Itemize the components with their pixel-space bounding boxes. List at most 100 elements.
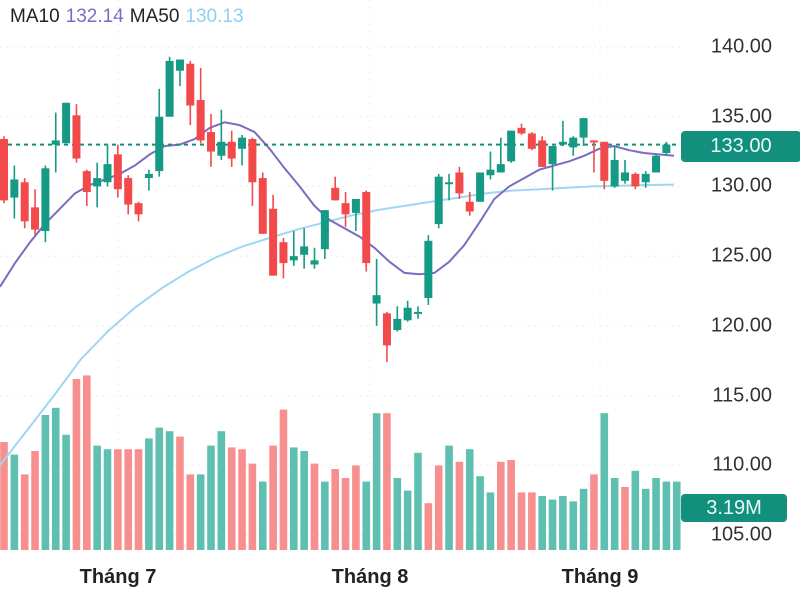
candle <box>207 113 215 167</box>
candle <box>93 162 102 208</box>
candle <box>527 132 536 151</box>
volume-bar <box>497 461 505 550</box>
volume-bar <box>610 478 619 550</box>
volume-bar <box>0 442 8 550</box>
candle <box>103 144 112 187</box>
x-axis-label: Tháng 9 <box>561 566 639 588</box>
candle <box>134 201 143 222</box>
volume-bar <box>41 415 50 550</box>
candle <box>62 102 71 144</box>
candle <box>289 231 298 266</box>
volume-bar <box>548 499 557 550</box>
volume-bar <box>93 445 101 550</box>
volume-bar <box>445 445 453 550</box>
candle <box>248 137 257 206</box>
candle <box>393 306 402 332</box>
candle <box>558 120 567 146</box>
volume-bar <box>51 407 60 550</box>
candle <box>82 169 91 206</box>
volume-bar <box>321 481 329 550</box>
candle <box>496 137 505 173</box>
candle <box>414 306 422 319</box>
volume-bar <box>559 496 567 550</box>
volume-bar <box>62 434 70 550</box>
volume-bar <box>196 474 205 550</box>
candle <box>10 165 19 219</box>
y-axis-label: 105.00 <box>710 523 772 546</box>
candle <box>662 141 671 156</box>
y-axis-label: 140.00 <box>710 35 772 58</box>
volume-bar <box>290 447 298 550</box>
candle <box>517 123 526 135</box>
candle <box>424 235 433 305</box>
volume-bar <box>393 478 402 550</box>
ma50-label: MA50 <box>129 6 180 27</box>
candle <box>631 172 640 190</box>
candle <box>300 228 309 269</box>
candle <box>124 175 133 215</box>
volume-bar <box>538 496 546 550</box>
volume-bar <box>186 474 195 550</box>
volume-bar <box>103 449 112 550</box>
volume-bar <box>465 449 474 550</box>
y-axis-label: 125.00 <box>710 244 772 267</box>
volume-bar <box>652 478 660 550</box>
volume-bar <box>362 481 371 550</box>
volume-bar <box>372 413 381 550</box>
volume-bar <box>383 413 391 550</box>
ma-legend: MA10 132.14 MA50 130.13 <box>10 6 250 28</box>
volume-bar <box>310 463 319 550</box>
candle <box>641 171 650 188</box>
candle <box>165 56 174 117</box>
volume-bar <box>217 431 226 550</box>
candle <box>310 247 319 269</box>
x-axis-label: Tháng 7 <box>79 566 157 588</box>
volume-bar <box>176 436 184 550</box>
candle <box>403 300 412 322</box>
candle <box>227 130 236 167</box>
volume-bar <box>434 465 443 550</box>
candle <box>362 190 371 272</box>
candle <box>20 178 29 229</box>
volume-bar <box>631 470 640 550</box>
volume-bar <box>165 431 174 550</box>
volume-bar <box>300 451 308 550</box>
x-axis-label: Tháng 8 <box>331 566 409 588</box>
candle <box>31 189 40 236</box>
volume-bar <box>352 465 360 550</box>
candle <box>269 194 278 276</box>
candle <box>258 172 267 234</box>
volume-bar <box>341 478 350 550</box>
volume-tag: 3.19M <box>681 494 787 522</box>
candle <box>175 59 184 87</box>
candle <box>72 104 81 163</box>
candle <box>476 172 485 202</box>
volume-bar <box>528 492 536 550</box>
volume-bar <box>662 481 671 550</box>
candle <box>579 118 588 146</box>
volume-bar <box>455 461 464 550</box>
candle <box>341 192 350 227</box>
candle <box>445 173 454 201</box>
volume-bar <box>507 460 515 550</box>
volume-bar <box>486 492 495 550</box>
candle <box>320 210 329 259</box>
candle <box>186 60 195 126</box>
volume-bar <box>569 501 578 550</box>
candle <box>217 109 226 160</box>
y-axis-label: 135.00 <box>710 105 772 128</box>
candle <box>465 192 474 216</box>
volume-bar <box>20 474 29 550</box>
candle <box>0 136 8 204</box>
candle <box>434 173 443 229</box>
candle <box>507 130 516 163</box>
y-axis-label: 120.00 <box>710 314 772 337</box>
volume-bar <box>600 413 609 550</box>
volume-bar <box>227 447 236 550</box>
y-axis-label: 130.00 <box>710 174 772 197</box>
volume-bar <box>207 445 215 550</box>
candle <box>279 238 288 279</box>
volume-bar <box>134 449 143 550</box>
ma10-value: 132.14 <box>65 6 124 27</box>
